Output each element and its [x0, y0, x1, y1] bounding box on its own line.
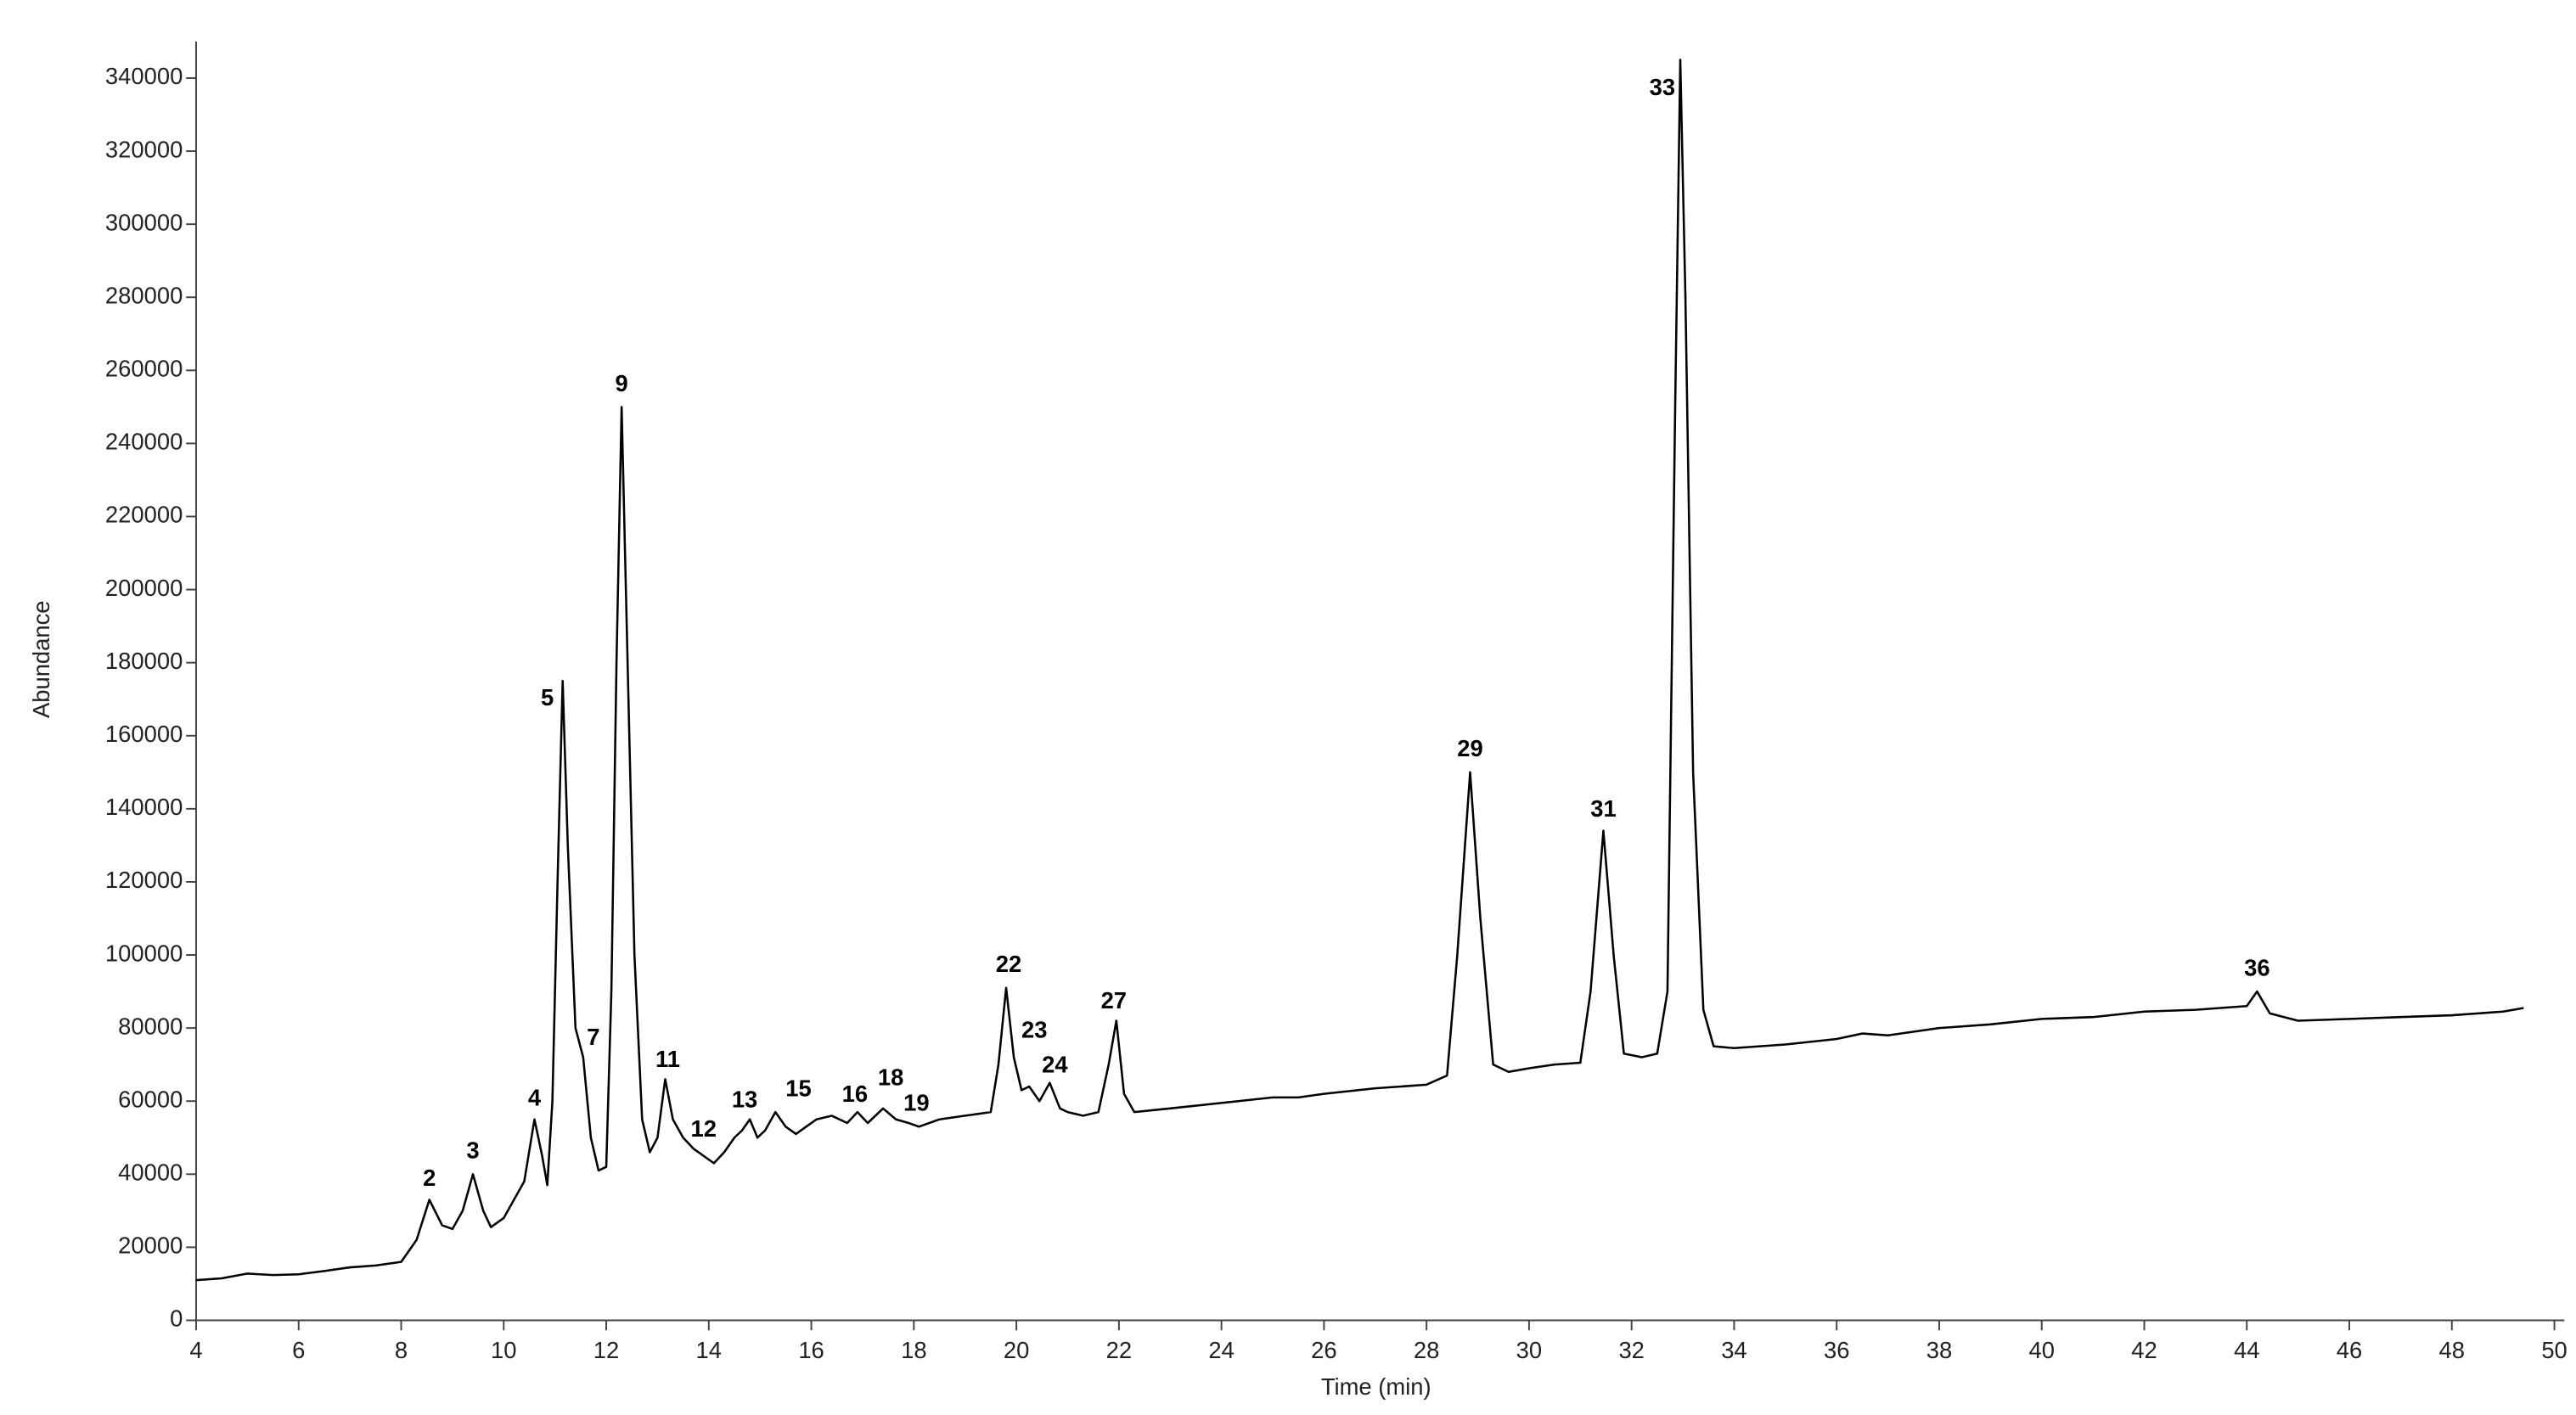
- y-tick-label: 0: [170, 1306, 183, 1332]
- x-tick-label: 44: [2234, 1337, 2259, 1363]
- y-tick-label: 140000: [105, 794, 183, 820]
- peak-label: 15: [785, 1075, 811, 1102]
- x-tick-label: 18: [901, 1337, 926, 1363]
- peak-label: 9: [616, 370, 628, 396]
- x-tick-label: 30: [1516, 1337, 1542, 1363]
- peak-label: 2: [423, 1165, 436, 1191]
- y-tick-label: 200000: [105, 575, 183, 601]
- x-tick-label: 28: [1414, 1337, 1439, 1363]
- x-tick-label: 4: [189, 1337, 202, 1363]
- peak-label: 24: [1042, 1052, 1068, 1078]
- x-tick-label: 48: [2439, 1337, 2465, 1363]
- x-tick-label: 36: [1824, 1337, 1849, 1363]
- y-tick-label: 180000: [105, 648, 183, 674]
- peak-label: 18: [878, 1064, 903, 1091]
- x-tick-label: 12: [593, 1337, 619, 1363]
- y-tick-label: 100000: [105, 940, 183, 966]
- y-tick-label: 220000: [105, 502, 183, 528]
- y-tick-label: 240000: [105, 429, 183, 455]
- x-tick-label: 14: [696, 1337, 722, 1363]
- x-tick-label: 16: [798, 1337, 824, 1363]
- x-tick-label: 22: [1106, 1337, 1132, 1363]
- x-tick-label: 26: [1311, 1337, 1336, 1363]
- y-tick-label: 40000: [118, 1160, 183, 1186]
- y-tick-label: 260000: [105, 356, 183, 382]
- peak-label: 19: [903, 1090, 929, 1116]
- peak-label: 7: [587, 1024, 599, 1050]
- x-tick-label: 8: [395, 1337, 408, 1363]
- y-axis-label: Abundance: [28, 601, 54, 719]
- y-tick-label: 160000: [105, 721, 183, 747]
- peak-label: 11: [655, 1046, 680, 1072]
- x-tick-label: 46: [2337, 1337, 2362, 1363]
- y-tick-label: 20000: [118, 1233, 183, 1259]
- peak-label: 5: [541, 684, 554, 710]
- x-tick-label: 10: [491, 1337, 516, 1363]
- y-tick-label: 80000: [118, 1013, 183, 1039]
- peak-label: 23: [1021, 1017, 1047, 1043]
- x-tick-label: 6: [292, 1337, 305, 1363]
- peak-label: 31: [1590, 795, 1616, 822]
- x-tick-label: 32: [1618, 1337, 1644, 1363]
- peak-label: 36: [2244, 954, 2269, 980]
- y-tick-label: 280000: [105, 282, 183, 308]
- peak-label: 12: [691, 1115, 717, 1142]
- peak-label: 29: [1457, 735, 1482, 761]
- peak-label: 33: [1650, 74, 1675, 100]
- x-tick-label: 40: [2029, 1337, 2055, 1363]
- y-tick-label: 320000: [105, 136, 183, 162]
- x-tick-label: 20: [1004, 1337, 1029, 1363]
- peak-label: 3: [466, 1137, 479, 1164]
- peak-label: 13: [732, 1086, 757, 1112]
- y-tick-label: 60000: [118, 1086, 183, 1112]
- y-tick-label: 300000: [105, 209, 183, 235]
- x-tick-label: 34: [1721, 1337, 1746, 1363]
- trace: [195, 59, 2524, 1282]
- peak-label: 16: [842, 1081, 868, 1107]
- peak-label: 27: [1101, 987, 1127, 1014]
- x-tick-label: 42: [2131, 1337, 2157, 1363]
- peak-label: 4: [528, 1084, 542, 1110]
- y-tick-label: 340000: [105, 63, 183, 89]
- x-tick-label: 24: [1208, 1337, 1234, 1363]
- x-axis-label: Time (min): [1321, 1373, 1431, 1400]
- peak-label: 22: [996, 951, 1021, 977]
- x-tick-label: 38: [1926, 1337, 1952, 1363]
- y-tick-label: 120000: [105, 867, 183, 893]
- x-tick-label: 50: [2541, 1337, 2567, 1363]
